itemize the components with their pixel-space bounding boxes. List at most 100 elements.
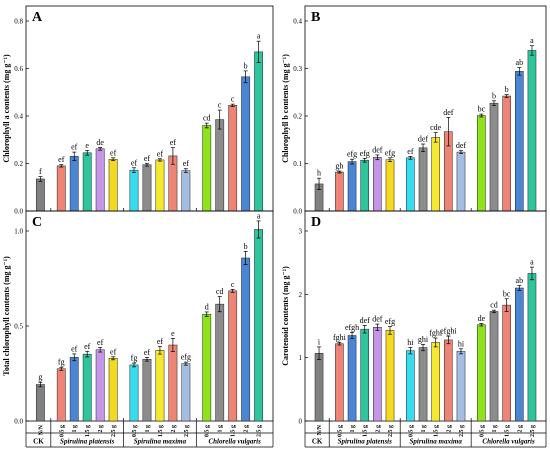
significance-letter: efg — [360, 149, 370, 158]
group-label: Chlorella vulgaris — [208, 438, 261, 446]
x-tick-label: 1.5 g — [434, 425, 440, 437]
y-tick-label: 3 — [299, 228, 303, 236]
x-tick-label: 1 g — [145, 425, 151, 433]
significance-letter: efg — [385, 317, 395, 326]
x-tick-label: 1 g — [72, 425, 78, 433]
y-tick-label: 0.0 — [14, 208, 23, 216]
significance-letter: a — [257, 32, 261, 41]
significance-letter: ef — [157, 149, 164, 158]
x-tick-label: 2.5 g — [257, 425, 263, 437]
significance-letter: ef — [157, 337, 164, 346]
bar — [527, 50, 537, 212]
y-tick-label: 0.6 — [14, 65, 23, 73]
bar — [181, 363, 191, 422]
x-tick-label: 1.5 g — [505, 425, 511, 437]
significance-letter: fghi — [429, 329, 443, 338]
significance-letter: c — [231, 95, 235, 104]
significance-letter: efghi — [440, 327, 457, 336]
significance-letter: ef — [58, 155, 65, 164]
x-tick-label: 1 g — [492, 425, 498, 433]
bar — [314, 352, 324, 422]
panel-letter: A — [32, 10, 43, 25]
bar — [527, 273, 537, 422]
significance-letter: def — [456, 141, 467, 150]
x-tick-label: 0.5 g — [408, 425, 414, 437]
significance-letter: f — [39, 167, 42, 176]
significance-letter: ef — [97, 338, 104, 347]
y-axis-label: Carotenoid contents (mg g⁻¹) — [281, 266, 290, 366]
significance-letter: def — [372, 145, 383, 154]
bar — [228, 105, 238, 212]
significance-letter: efgh — [345, 323, 359, 332]
x-tick-label: 1.5 g — [158, 425, 164, 437]
y-tick-label: 0.0 — [293, 208, 302, 216]
bar — [406, 350, 415, 422]
y-tick-label: 0.0 — [14, 418, 23, 426]
bar — [489, 102, 499, 212]
bar — [477, 324, 486, 422]
significance-letter: g — [38, 373, 42, 382]
bar — [69, 357, 79, 422]
bar — [418, 347, 428, 422]
x-tick-label: 0.5 g — [337, 425, 343, 437]
bar — [477, 115, 486, 212]
bar — [431, 342, 440, 422]
group-label: Spirulina platensis — [60, 438, 115, 446]
significance-letter: b — [492, 91, 496, 100]
bar — [515, 71, 524, 212]
bar — [241, 257, 251, 422]
x-tick-label: 1 g — [350, 425, 356, 433]
y-axis-label: Total chlorophyll contents (mg g⁻¹) — [2, 256, 11, 376]
significance-letter: d — [205, 302, 209, 311]
panel-letter: C — [32, 215, 42, 230]
x-tick-label: 2 g — [171, 425, 177, 433]
y-tick-label: 0.3 — [293, 65, 302, 73]
bar — [155, 159, 165, 212]
x-tick-label: 1 g — [421, 425, 427, 433]
x-tick-label: 2 g — [446, 425, 452, 433]
bar — [168, 344, 178, 422]
significance-letter: def — [418, 135, 429, 144]
significance-letter: b — [505, 85, 509, 94]
significance-letter: ef — [407, 147, 414, 156]
x-tick-label: 0.5 g — [59, 425, 65, 437]
bar — [181, 170, 191, 212]
y-tick-label: 0.4 — [14, 113, 23, 121]
bar — [155, 350, 165, 422]
group-label: CK — [312, 438, 323, 446]
bar — [202, 125, 212, 212]
significance-letter: ef — [110, 347, 117, 356]
bar — [335, 171, 344, 212]
significance-letter: ef — [183, 159, 190, 168]
bar — [142, 164, 152, 212]
significance-letter: de — [96, 138, 104, 147]
bar — [215, 303, 225, 422]
x-tick-label: 1.5 g — [231, 425, 237, 437]
bar — [108, 358, 118, 422]
x-tick-label: 0.5 g — [132, 425, 138, 437]
significance-letter: ef — [144, 154, 151, 163]
bar — [142, 359, 152, 422]
y-tick-label: 0.8 — [14, 18, 23, 26]
bar — [202, 313, 212, 422]
bar — [82, 353, 92, 422]
bar — [108, 158, 118, 212]
y-axis-label: Chlorophyll b contents (mg g⁻¹) — [281, 54, 290, 163]
bar — [129, 169, 139, 212]
significance-letter: b — [244, 61, 248, 70]
panel-letter: B — [311, 10, 320, 25]
bar — [35, 178, 45, 212]
bar — [502, 95, 511, 212]
significance-letter: def — [372, 315, 383, 324]
significance-letter: ef — [71, 344, 78, 353]
bar — [515, 287, 524, 422]
bar — [385, 330, 395, 422]
y-tick-label: 1 — [299, 354, 303, 362]
y-tick-label: 0.2 — [14, 160, 23, 168]
bar — [431, 137, 440, 212]
significance-letter: hi — [407, 338, 414, 347]
bar — [69, 156, 79, 212]
bar — [373, 157, 382, 212]
significance-letter: ef — [131, 158, 138, 167]
significance-letter: ef — [84, 342, 91, 351]
